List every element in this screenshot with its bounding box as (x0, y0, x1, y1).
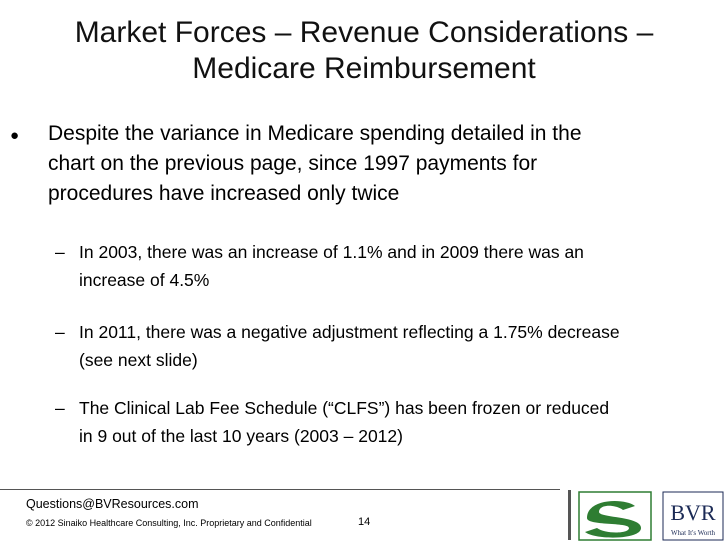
sub-bullet-line: (see next slide) (79, 350, 198, 370)
bullet-line: procedures have increased only twice (48, 182, 400, 205)
bvr-logo-text: BVR (670, 500, 716, 525)
sub-bullet-line: increase of 4.5% (79, 270, 210, 290)
s-logo (585, 501, 641, 538)
title-line: Market Forces – Revenue Considerations – (74, 16, 654, 49)
bullet-marker: ● (10, 127, 20, 144)
footer-contact: Questions@BVResources.com (26, 497, 199, 511)
sub-bullet-line: In 2003, there was an increase of 1.1% a… (79, 242, 584, 262)
sub-bullet-line: in 9 out of the last 10 years (2003 – 20… (79, 426, 403, 446)
bullet-line: Despite the variance in Medicare spendin… (48, 122, 582, 145)
page-number: 14 (358, 516, 371, 528)
sub-bullet-line: The Clinical Lab Fee Schedule (“CLFS”) h… (79, 398, 610, 418)
bvr-logo-tagline: What It's Worth (671, 529, 716, 537)
sub-bullet-marker: – (55, 398, 65, 418)
title-line: Medicare Reimbursement (192, 52, 536, 85)
bvr-logo-frame (662, 491, 724, 541)
footer-copyright: © 2012 Sinaiko Healthcare Consulting, In… (26, 518, 312, 528)
bullet-line: chart on the previous page, since 1997 p… (48, 152, 538, 175)
footer-rule (0, 489, 560, 490)
logos: BVR What It's Worth (568, 490, 724, 541)
sub-bullet-line: In 2011, there was a negative adjustment… (79, 322, 620, 342)
sub-bullet-marker: – (55, 242, 65, 262)
logo-bar (568, 490, 571, 540)
sub-bullet-marker: – (55, 322, 65, 342)
